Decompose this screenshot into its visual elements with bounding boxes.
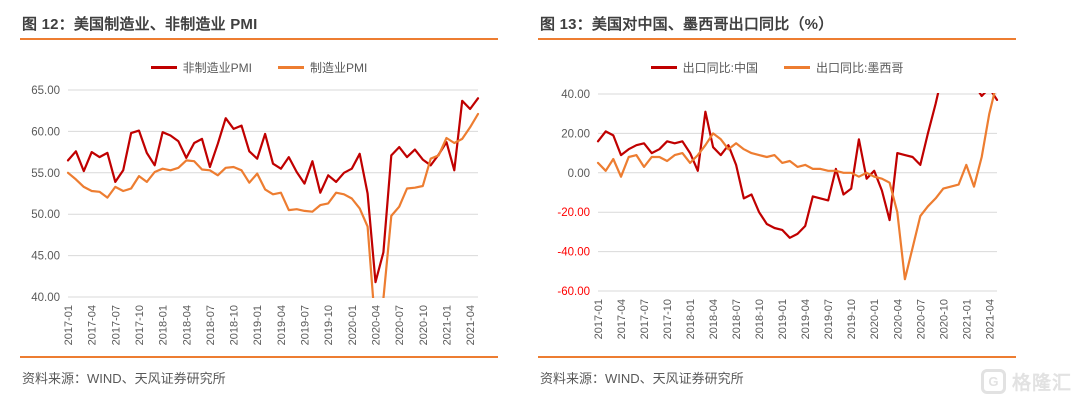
svg-text:-20.00: -20.00 [557, 207, 590, 219]
legend-label: 制造业PMI [310, 61, 368, 75]
source-note: 资料来源：WIND、天风证券研究所 [22, 371, 226, 386]
svg-text:2019-07: 2019-07 [300, 305, 312, 345]
svg-text:2019-04: 2019-04 [276, 305, 288, 345]
gelonghui-watermark: G 格隆汇 [980, 368, 1072, 395]
gelonghui-logo-text: 格隆汇 [1011, 373, 1072, 394]
legend-line-swatch-red [650, 66, 677, 69]
legend-label: 出口同比:墨西哥 [816, 61, 904, 75]
chart-legend: 非制造业PMI 制造业PMI [20, 59, 498, 76]
svg-text:2020-10: 2020-10 [938, 299, 950, 339]
svg-text:2018-07: 2018-07 [205, 305, 217, 345]
svg-text:2020-07: 2020-07 [915, 299, 927, 339]
svg-text:2018-10: 2018-10 [229, 305, 241, 345]
legend-item: 制造业PMI [278, 59, 367, 76]
svg-text:2020-07: 2020-07 [394, 305, 406, 345]
legend-line-swatch-orange [784, 66, 810, 69]
chart-title: 图 12：美国制造业、非制造业 PMI [22, 16, 258, 33]
svg-text:2021-01: 2021-01 [961, 299, 973, 339]
source-note: 资料来源：WIND、天风证券研究所 [540, 371, 744, 386]
svg-text:60.00: 60.00 [31, 126, 60, 138]
svg-text:2018-04: 2018-04 [181, 305, 193, 345]
svg-text:65.00: 65.00 [31, 85, 60, 97]
svg-text:-40.00: -40.00 [557, 247, 590, 259]
svg-text:2020-10: 2020-10 [418, 305, 430, 345]
svg-text:2019-10: 2019-10 [323, 305, 335, 345]
svg-text:20.00: 20.00 [561, 128, 590, 140]
svg-text:2019-01: 2019-01 [777, 299, 789, 339]
svg-text:-60.00: -60.00 [557, 286, 590, 298]
svg-text:2017-10: 2017-10 [662, 299, 674, 339]
svg-text:2018-01: 2018-01 [158, 305, 170, 345]
legend-line-swatch-orange [278, 66, 304, 69]
svg-text:2017-01: 2017-01 [593, 299, 605, 339]
svg-text:45.00: 45.00 [31, 251, 60, 263]
svg-text:0.00: 0.00 [568, 168, 590, 180]
gelonghui-logo-icon: G [980, 369, 1006, 394]
svg-text:2018-10: 2018-10 [754, 299, 766, 339]
chart-panel-exports: 图 13：美国对中国、墨西哥出口同比（%） 出口同比:中国 出口同比:墨西哥 4… [538, 8, 1016, 398]
svg-text:2020-04: 2020-04 [892, 299, 904, 339]
svg-text:50.00: 50.00 [31, 209, 60, 221]
legend-label: 非制造业PMI [182, 61, 252, 75]
svg-text:2017-01: 2017-01 [63, 305, 75, 345]
chart-title: 图 13：美国对中国、墨西哥出口同比（%） [540, 16, 834, 33]
svg-text:40.00: 40.00 [31, 292, 60, 304]
svg-text:2017-07: 2017-07 [639, 299, 651, 339]
legend-item: 非制造业PMI [150, 59, 252, 76]
legend-item: 出口同比:墨西哥 [784, 59, 903, 76]
svg-text:2017-04: 2017-04 [616, 299, 628, 339]
svg-text:55.00: 55.00 [31, 168, 60, 180]
svg-text:2019-01: 2019-01 [252, 305, 264, 345]
legend-label: 出口同比:中国 [682, 61, 758, 75]
legend-line-swatch-red [150, 66, 177, 69]
svg-text:2020-04: 2020-04 [371, 305, 383, 345]
footer-divider [20, 356, 498, 358]
svg-text:2017-04: 2017-04 [87, 305, 99, 345]
svg-text:2018-01: 2018-01 [685, 299, 697, 339]
svg-text:2019-04: 2019-04 [800, 299, 812, 339]
svg-text:2019-07: 2019-07 [823, 299, 835, 339]
chart-legend: 出口同比:中国 出口同比:墨西哥 [538, 59, 1016, 76]
svg-text:2017-07: 2017-07 [110, 305, 122, 345]
svg-text:2021-04: 2021-04 [465, 305, 477, 345]
svg-text:2019-10: 2019-10 [846, 299, 858, 339]
title-underline [538, 38, 1016, 40]
legend-item: 出口同比:中国 [650, 59, 758, 76]
svg-text:2021-04: 2021-04 [984, 299, 996, 339]
svg-text:2021-01: 2021-01 [442, 305, 454, 345]
svg-text:2020-01: 2020-01 [869, 299, 881, 339]
svg-text:2018-04: 2018-04 [708, 299, 720, 339]
footer-divider [538, 356, 1016, 358]
chart-panel-pmi: 图 12：美国制造业、非制造业 PMI 非制造业PMI 制造业PMI 65.00… [20, 8, 498, 398]
svg-text:2018-07: 2018-07 [731, 299, 743, 339]
title-underline [20, 38, 498, 40]
svg-text:2017-10: 2017-10 [134, 305, 146, 345]
svg-text:2020-01: 2020-01 [347, 305, 359, 345]
svg-text:40.00: 40.00 [561, 89, 590, 101]
